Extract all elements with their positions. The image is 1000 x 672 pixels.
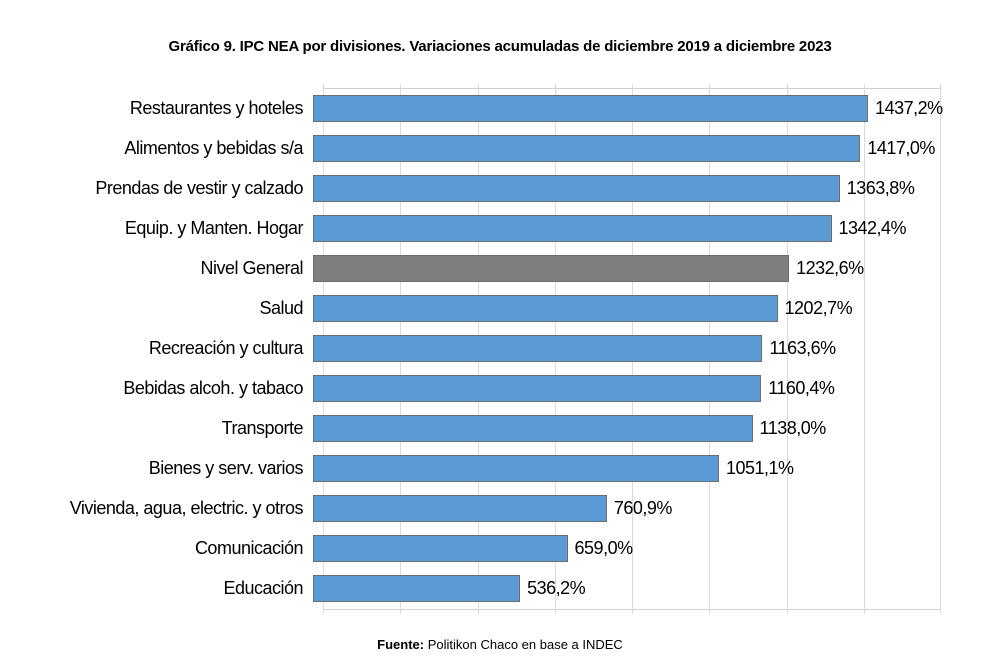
bar-row: Recreación y cultura 1163,6% [0, 328, 1000, 368]
bar-row: Restaurantes y hoteles 1437,2% [0, 88, 1000, 128]
gridline [786, 84, 788, 614]
bar-track: 1163,6% [313, 328, 931, 368]
category-label: Nivel General [200, 257, 303, 278]
bar [313, 174, 840, 202]
category-label: Prendas de vestir y calzado [95, 177, 303, 198]
bar-track: 1138,0% [313, 408, 931, 448]
bar-track: 1342,4% [313, 208, 931, 248]
bar-track: 1232,6% [313, 248, 931, 288]
bar-track: 1437,2% [313, 88, 943, 128]
bar-rows: Restaurantes y hoteles 1437,2% Alimentos y… [0, 88, 1000, 608]
bar [313, 574, 521, 602]
bar-row: Transporte 1138,0% [0, 408, 1000, 448]
value-label: 659,0% [574, 537, 634, 558]
bar [313, 534, 568, 562]
value-label: 1437,2% [875, 97, 943, 118]
bar-track: 760,9% [313, 488, 931, 528]
category-label: Comunicación [194, 537, 304, 558]
category-label: Transporte [221, 417, 304, 438]
bar-row: Educación 536,2% [0, 568, 1000, 608]
bar [313, 214, 832, 242]
source-label: Fuente: [377, 637, 425, 652]
bar [313, 294, 778, 322]
bar-track: 1417,0% [313, 128, 935, 168]
category-label: Restaurantes y hoteles [129, 97, 304, 118]
bar-row: Alimentos y bebidas s/a 1417,0% [0, 128, 1000, 168]
bar-track: 1051,1% [313, 448, 931, 488]
value-label: 1051,1% [725, 457, 794, 478]
bar-track: 1363,8% [313, 168, 931, 208]
category-label: Alimentos y bebidas s/a [124, 137, 303, 158]
category-label: Salud [259, 297, 303, 318]
bar [313, 94, 869, 122]
bar-track: 659,0% [313, 528, 931, 568]
value-label: 1232,6% [796, 257, 864, 278]
bar-track: 1202,7% [313, 288, 931, 328]
bar-row: Bebidas alcoh. y tabaco 1160,4% [0, 368, 1000, 408]
bar-row: Prendas de vestir y calzado 1363,8% [0, 168, 1000, 208]
value-label: 1363,8% [846, 177, 915, 198]
source-note: Fuente: Politikon Chaco en base a INDEC [0, 637, 1000, 652]
bar-track: 536,2% [313, 568, 931, 608]
bar-row: Comunicación 659,0% [0, 528, 1000, 568]
category-label: Vivienda, agua, electric. y otros [69, 497, 304, 518]
bar-row: Nivel General 1232,6% [0, 248, 1000, 288]
bar-highlight [313, 254, 790, 282]
value-label: 1417,0% [867, 137, 935, 158]
bar [313, 334, 763, 362]
category-label: Recreación y cultura [148, 337, 304, 358]
value-label: 1160,4% [768, 377, 835, 398]
value-label: 1138,0% [759, 417, 827, 438]
bar [313, 414, 753, 442]
value-label: 760,9% [613, 497, 673, 518]
bar [313, 454, 719, 482]
category-label: Bienes y serv. varios [148, 457, 304, 478]
category-label: Bebidas alcoh. y tabaco [123, 377, 303, 398]
value-label: 1342,4% [838, 217, 907, 238]
bar-row: Equip. y Manten. Hogar 1342,4% [0, 208, 1000, 248]
gridline [863, 84, 865, 614]
bar-chart: Restaurantes y hoteles 1437,2% Alimentos y… [0, 84, 1000, 614]
bar-row: Vivienda, agua, electric. y otros 760,9% [0, 488, 1000, 528]
value-label: 536,2% [527, 577, 586, 598]
chart-title: Gráfico 9. IPC NEA por divisiones. Varia… [168, 38, 832, 55]
bar-row: Salud 1202,7% [0, 288, 1000, 328]
bar-row: Bienes y serv. varios 1051,1% [0, 448, 1000, 488]
value-label: 1163,6% [769, 337, 836, 358]
value-label: 1202,7% [784, 297, 853, 318]
bar [313, 494, 607, 522]
gridline [940, 84, 941, 614]
source-text: Politikon Chaco en base a INDEC [424, 637, 623, 652]
bar [313, 134, 861, 162]
category-label: Educación [223, 577, 303, 598]
bar [313, 374, 762, 402]
bar-track: 1160,4% [313, 368, 931, 408]
category-label: Equip. y Manten. Hogar [124, 217, 304, 238]
